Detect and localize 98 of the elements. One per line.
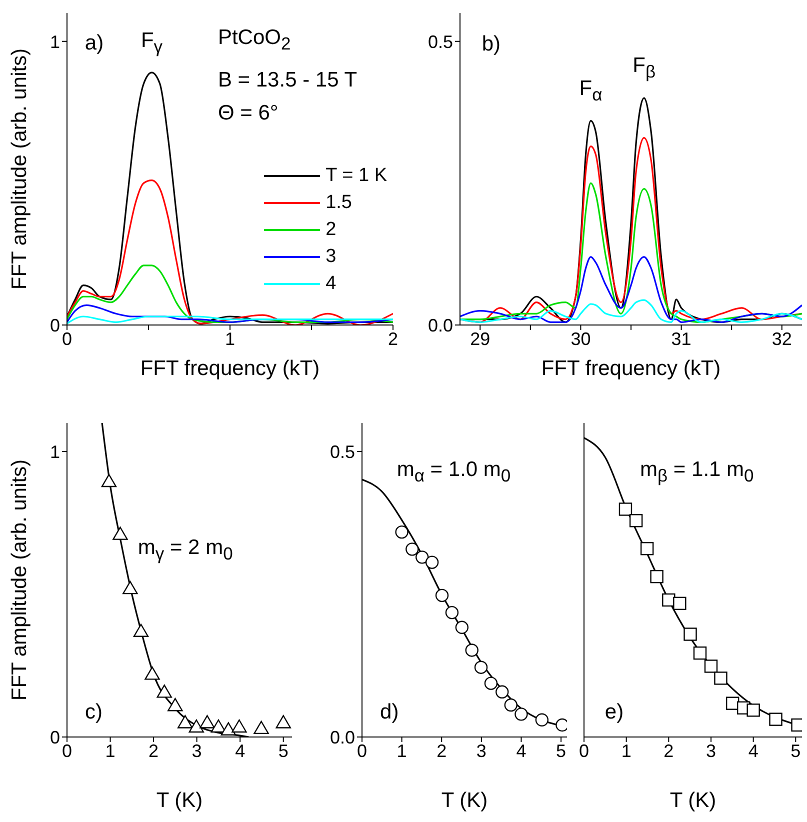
line-series <box>460 182 802 323</box>
y-tick-label: 0.0 <box>428 315 453 336</box>
point <box>188 719 204 733</box>
annotation: F$_{γ}$ <box>140 28 163 56</box>
x-tick-label: 3 <box>192 740 202 761</box>
point <box>200 715 215 728</box>
y-tick-label: 0 <box>50 727 60 748</box>
point <box>535 713 549 726</box>
point <box>496 685 509 698</box>
annotation: F$_{β}$ <box>632 54 656 82</box>
point <box>232 719 247 733</box>
x-tick-label: 4 <box>516 740 526 761</box>
point <box>133 624 149 637</box>
legend-label: 4 <box>326 273 336 296</box>
y-tick-label: 0.5 <box>428 32 453 52</box>
point <box>112 526 128 540</box>
point <box>693 646 707 660</box>
y-tick-label: 1 <box>50 32 60 52</box>
point <box>156 684 172 698</box>
legend-label: T = 1 K <box>326 165 387 188</box>
legend-label: 1.5 <box>326 192 352 214</box>
point <box>101 474 117 488</box>
x-tick-label: 2 <box>388 328 398 349</box>
x-tick-label: 4 <box>748 740 758 761</box>
x-tick-label: 32 <box>772 328 792 349</box>
point <box>726 696 740 710</box>
point <box>178 715 193 728</box>
x-axis-title: FFT frequency (kT) <box>139 357 321 381</box>
point <box>514 708 528 721</box>
x-tick-label: 29 <box>470 328 490 349</box>
legend-label: 2 <box>326 219 336 242</box>
point <box>144 666 160 680</box>
point <box>640 542 654 556</box>
annotation: e) <box>604 700 624 724</box>
x-axis-title: FFT frequency (kT) <box>540 357 722 381</box>
point <box>684 628 697 641</box>
point <box>455 620 469 634</box>
legend-label: 3 <box>326 246 336 268</box>
annotation: B = 13.5 - 15 T <box>218 68 358 92</box>
annotation: m$_{α}$ = 1.0 m$_{0}$ <box>396 458 511 486</box>
y-axis-title: FFT amplitude (arb. units) <box>8 459 32 701</box>
x-tick-label: 5 <box>278 740 288 761</box>
point <box>254 720 269 734</box>
point <box>474 660 488 674</box>
x-axis-title: T (K) <box>668 789 718 813</box>
point <box>629 514 643 528</box>
y-tick-label: 0.5 <box>330 442 355 462</box>
x-tick-label: 4 <box>235 740 246 761</box>
y-tick-label: 0.0 <box>330 727 355 748</box>
point <box>650 570 664 584</box>
annotation: d) <box>380 700 399 724</box>
x-tick-label: 2 <box>148 740 159 761</box>
annotation: Θ = 6° <box>218 101 278 124</box>
point <box>769 712 782 726</box>
point <box>435 588 449 602</box>
point <box>704 660 718 673</box>
x-axis-title: T (K) <box>440 789 489 813</box>
x-tick-label: 1 <box>224 328 236 349</box>
annotation: c) <box>85 700 102 724</box>
x-tick-label: 5 <box>790 740 801 761</box>
point <box>220 722 236 736</box>
x-tick-label: 3 <box>706 740 716 761</box>
point <box>714 672 728 685</box>
annotation: b) <box>482 32 501 56</box>
point <box>416 550 429 564</box>
point <box>484 676 498 690</box>
x-axis-title: T (K) <box>155 789 204 813</box>
x-tick-label: 0 <box>356 740 368 761</box>
x-tick-label: 5 <box>556 740 566 761</box>
point <box>746 704 760 717</box>
point <box>168 698 183 712</box>
point <box>276 715 291 728</box>
line-series <box>460 299 802 323</box>
point <box>618 502 632 516</box>
annotation: F$_{α}$ <box>579 76 602 104</box>
x-tick-label: 1 <box>105 740 116 761</box>
x-tick-label: 1 <box>621 740 632 761</box>
annotation: m$_{γ}$ = 2 m$_{0}$ <box>138 536 233 564</box>
y-axis-title: FFT amplitude (arb. units) <box>8 48 32 290</box>
x-tick-label: 0 <box>578 740 590 761</box>
x-tick-label: 2 <box>664 740 674 761</box>
point <box>122 580 138 594</box>
annotation: m$_{β}$ = 1.1 m$_{0}$ <box>640 458 754 486</box>
point <box>445 606 459 620</box>
annotation: a) <box>84 31 104 54</box>
point <box>210 719 226 733</box>
point <box>504 698 518 712</box>
x-tick-label: 2 <box>436 740 447 761</box>
y-tick-label: 0 <box>50 315 60 336</box>
y-tick-label: 1 <box>50 442 60 462</box>
x-tick-label: 30 <box>570 328 591 349</box>
line-series <box>460 256 802 323</box>
point <box>673 596 686 610</box>
x-tick-label: 1 <box>396 740 407 761</box>
x-tick-label: 3 <box>476 740 486 761</box>
x-tick-label: 31 <box>671 328 692 349</box>
point <box>465 644 478 657</box>
annotation: PtCoO$_{2}$ <box>218 26 291 54</box>
